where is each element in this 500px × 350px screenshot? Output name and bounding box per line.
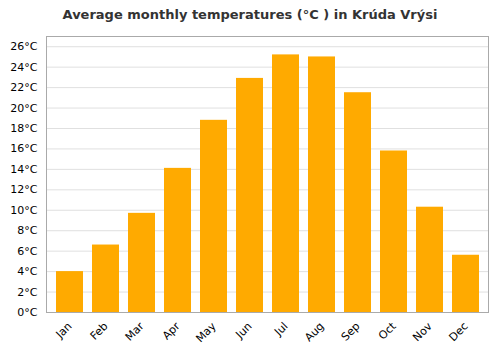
svg-text:Jul: Jul: [271, 320, 290, 339]
svg-text:16°C: 16°C: [10, 142, 37, 155]
svg-text:0°C: 0°C: [17, 306, 37, 319]
svg-text:Sep: Sep: [339, 320, 363, 344]
svg-text:Apr: Apr: [160, 319, 183, 342]
svg-text:20°C: 20°C: [10, 102, 37, 115]
svg-text:Jan: Jan: [53, 320, 75, 342]
svg-text:2°C: 2°C: [17, 286, 37, 299]
svg-text:Jun: Jun: [233, 320, 255, 342]
svg-text:26°C: 26°C: [10, 40, 37, 53]
svg-text:22°C: 22°C: [10, 81, 37, 94]
svg-text:Aug: Aug: [302, 320, 326, 344]
svg-text:12°C: 12°C: [10, 183, 37, 196]
html-text:Average monthly temperatures (: Average monthly temperatures (°C ) in Kr…: [62, 7, 438, 22]
svg-text:24°C: 24°C: [10, 61, 37, 74]
svg-text:6°C: 6°C: [17, 245, 37, 258]
svg-text:Feb: Feb: [88, 320, 111, 343]
svg-text:Nov: Nov: [410, 319, 435, 344]
svg-text:Oct: Oct: [376, 319, 399, 342]
svg-text:8°C: 8°C: [17, 224, 37, 237]
svg-text:Mar: Mar: [123, 319, 147, 343]
svg-text:Dec: Dec: [446, 320, 470, 344]
svg-text:4°C: 4°C: [17, 265, 37, 278]
svg-text:18°C: 18°C: [10, 122, 37, 135]
svg-text:10°C: 10°C: [10, 204, 37, 217]
svg-text:May: May: [193, 319, 219, 345]
svg-text:14°C: 14°C: [10, 163, 37, 176]
